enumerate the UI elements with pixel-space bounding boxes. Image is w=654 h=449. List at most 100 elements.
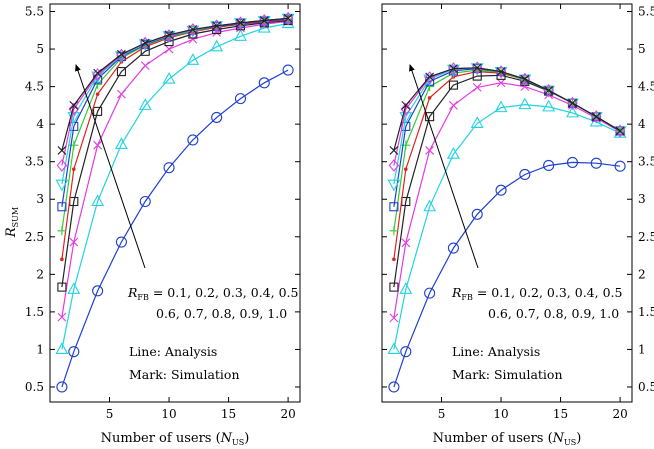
- left-data-point-s1: [234, 93, 247, 105]
- left-y-tick-label: 5: [36, 42, 44, 56]
- right-y-tick-label: 0.5: [638, 380, 654, 394]
- right-data-point-s1: [614, 160, 626, 172]
- right-plot-frame: [381, 3, 633, 403]
- right-data-point-s9: [519, 72, 531, 86]
- right-data-point-s1: [495, 184, 507, 196]
- right-data-point-s10: [496, 67, 506, 76]
- left-data-point-s10: [93, 68, 103, 78]
- left-data-point-s10: [164, 30, 174, 40]
- right-data-point-s2: [542, 99, 556, 112]
- right-data-point-s3: [389, 313, 399, 323]
- left-rfb-arrow: [75, 64, 146, 269]
- right-x-tick-label: 5: [438, 407, 446, 421]
- left-series-line-5: [61, 19, 289, 260]
- right-data-point-s3: [449, 100, 458, 110]
- right-data-point-s10: [544, 85, 554, 95]
- left-x-tick-label: 10: [161, 407, 176, 421]
- left-data-point-s1: [92, 285, 104, 297]
- left-data-point-s2: [67, 282, 81, 294]
- left-data-point-s2: [210, 39, 224, 52]
- left-data-point-s3: [69, 237, 79, 247]
- left-data-point-s2: [114, 137, 128, 149]
- left-data-point-s1: [211, 111, 223, 123]
- left-data-point-s5: [60, 257, 64, 262]
- right-line-legend: Line: Analysis: [452, 344, 540, 359]
- right-rfb-arrow: [409, 64, 479, 269]
- right-y-tick-label: 5.5: [638, 5, 654, 19]
- right-data-point-s8: [387, 179, 401, 192]
- left-data-point-s2: [186, 53, 200, 65]
- right-y-tick-label: 2.5: [638, 230, 654, 244]
- left-y-tick-label: 0.5: [25, 380, 44, 394]
- right-data-point-s4: [448, 80, 458, 90]
- left-data-point-s1: [139, 195, 151, 208]
- right-series-line-2: [393, 103, 621, 350]
- left-y-tick-label: 1.5: [25, 305, 44, 319]
- left-data-point-s5: [72, 167, 76, 172]
- right-y-tick-label: 2: [638, 267, 646, 281]
- right-data-point-s10: [425, 72, 435, 82]
- right-data-point-s7: [389, 202, 399, 212]
- right-data-point-s5: [404, 167, 408, 172]
- left-axis-ticks: 5 10 15 20 0.5 1 1.5 2 2.5 3 3.5 4 4.5 5 5.5: [25, 4, 300, 421]
- left-data-point-s10: [236, 18, 245, 28]
- right-plot-lines: [387, 61, 627, 393]
- right-data-point-s10: [568, 98, 577, 108]
- left-rfb-line2: 0.6, 0.7, 0.8, 0.9, 1.0: [156, 306, 287, 321]
- left-data-point-s1: [115, 236, 127, 248]
- right-series-line-5: [393, 70, 621, 260]
- right-data-point-s10: [472, 63, 482, 73]
- left-data-point-s3: [93, 140, 103, 150]
- right-data-point-s2: [399, 282, 413, 294]
- right-data-point-s5: [427, 96, 432, 100]
- left-data-point-s9: [68, 102, 80, 116]
- left-data-point-s4: [93, 106, 103, 116]
- right-data-point-s9: [388, 159, 400, 172]
- right-y-tick-label: 3: [638, 192, 646, 206]
- left-data-point-s2: [91, 194, 105, 207]
- right-rfb-line2: 0.6, 0.7, 0.8, 0.9, 1.0: [488, 306, 619, 321]
- right-data-point-s1: [566, 156, 579, 168]
- left-data-point-s3: [188, 34, 198, 44]
- left-data-point-s9: [56, 159, 68, 172]
- right-x-tick-label: 20: [612, 407, 627, 421]
- right-data-point-s1: [590, 157, 602, 169]
- right-data-point-s1: [424, 287, 436, 299]
- left-data-point-s2: [138, 98, 152, 110]
- right-data-point-s4: [425, 112, 435, 122]
- left-data-point-s10: [259, 16, 269, 25]
- right-data-point-s2: [470, 116, 484, 128]
- left-data-point-s3: [140, 61, 150, 70]
- right-data-point-s1: [447, 242, 459, 254]
- left-data-point-s8: [281, 13, 295, 26]
- left-data-point-s1: [56, 381, 68, 393]
- right-data-point-s2: [387, 342, 401, 354]
- right-data-point-s10: [520, 74, 530, 84]
- left-data-point-s2: [234, 29, 247, 41]
- right-y-tick-label: 1: [638, 342, 646, 356]
- right-rfb-line1: RFB = 0.1, 0.2, 0.3, 0.4, 0.5: [451, 285, 622, 302]
- right-data-point-s3: [401, 238, 411, 248]
- left-data-point-s7: [57, 202, 67, 212]
- left-data-point-s9: [140, 36, 151, 50]
- left-line-legend: Line: Analysis: [129, 344, 217, 359]
- left-series-line-3: [61, 20, 289, 318]
- left-x-tick-label: 20: [280, 407, 295, 421]
- right-data-point-s5: [392, 257, 396, 262]
- left-chart-panel: 5 10 15 20 0.5 1 1.5 2 2.5 3 3.5 4 4.5 5 5.5 RFB = 0.1…: [4, 3, 301, 447]
- left-data-point-s5: [95, 92, 100, 96]
- left-data-point-s10: [117, 49, 126, 59]
- left-data-point-s1: [68, 346, 80, 358]
- left-data-point-s2: [55, 342, 69, 354]
- left-y-tick-label: 2.5: [25, 230, 44, 244]
- right-data-point-s10: [615, 126, 625, 136]
- left-y-tick-label: 3.5: [25, 155, 44, 169]
- left-data-point-s9: [259, 14, 270, 27]
- right-data-point-s9: [472, 61, 483, 75]
- left-series-line-1: [61, 69, 289, 388]
- left-data-point-s4: [57, 282, 67, 292]
- right-chart-panel: 5 10 15 20 0.5 1 1.5 2 2.5 3 3.5 4 4.5 5 5.5 RFB = 0.1…: [381, 3, 654, 447]
- right-data-point-s2: [518, 97, 532, 110]
- right-data-point-s1: [471, 208, 483, 220]
- left-data-point-s1: [282, 64, 294, 76]
